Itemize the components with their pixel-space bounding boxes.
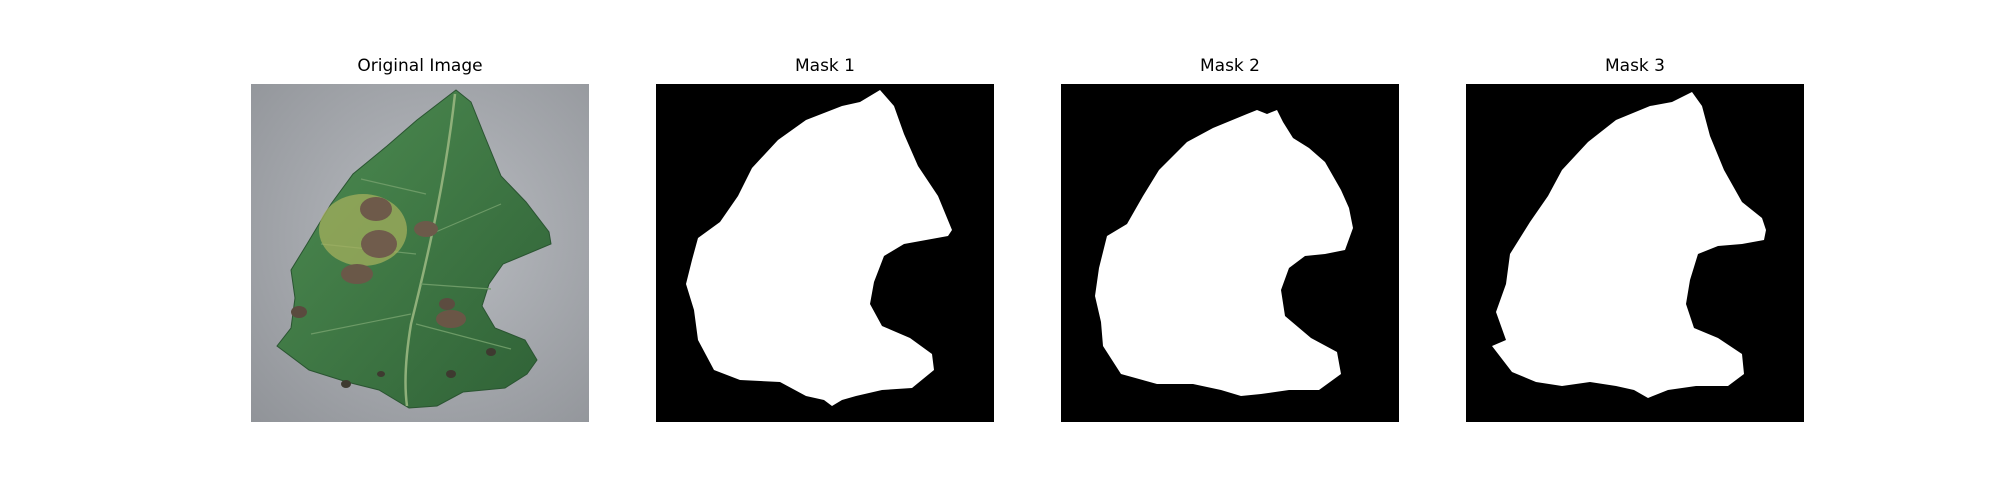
lesion-spot [486,348,496,356]
lesion-spot [414,221,438,237]
mask-2-image [1061,84,1399,422]
mask-foreground [1095,110,1353,396]
lesion-spot [436,310,466,328]
lesion-spot [341,380,351,388]
mask-2-graphic [1061,84,1399,422]
panel-title-mask-3: Mask 3 [1604,56,1665,76]
mask-1-image [656,84,994,422]
panel-title-mask-2: Mask 2 [1199,56,1260,76]
mask-foreground [1492,92,1766,398]
lesion-spot [446,370,456,378]
lesion-spot [439,298,455,310]
mask-3-image [1466,84,1804,422]
panel-title-original: Original Image [357,56,483,76]
lesion-spot [360,197,392,221]
leaf-shape [276,89,552,409]
panel-title-mask-1: Mask 1 [794,56,855,76]
leaf-photo [251,84,589,422]
lesion-spot [361,230,397,258]
leaf-photo-graphic [251,84,589,422]
lesion-spot [377,371,385,377]
leaf-vein [310,178,512,350]
lesion-spot [291,306,307,318]
mask-3-graphic [1466,84,1804,422]
mask-foreground [686,90,952,406]
lesion-spot [341,264,373,284]
mask-1-graphic [656,84,994,422]
leaf-midrib [404,93,457,407]
